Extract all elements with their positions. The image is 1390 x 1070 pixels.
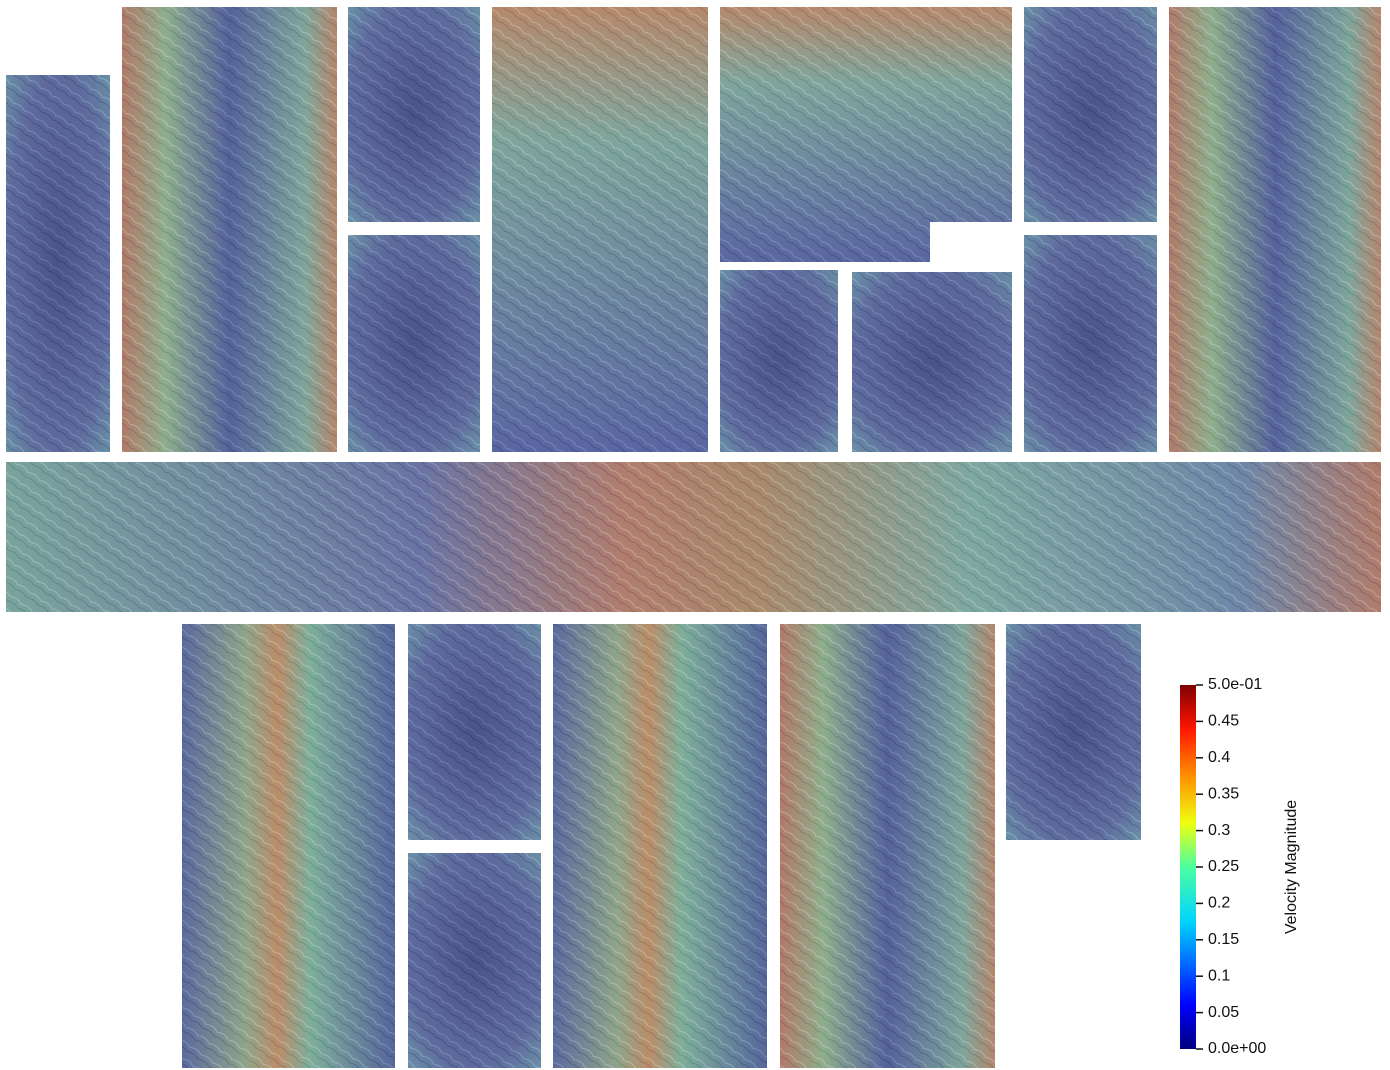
flow-visualization: Velocity Magnitude 5.0e-01 0.45 0.4 0.35 0.3…	[0, 0, 1390, 1070]
colorbar: Velocity Magnitude 5.0e-01 0.45 0.4 0.35 0.3…	[1180, 676, 1300, 1057]
colorbar-tick-label: 0.4	[1208, 749, 1230, 766]
streamline-texture	[6, 7, 1381, 1068]
colorbar-tick-label: 0.45	[1208, 713, 1239, 730]
colorbar-tick-label: 0.3	[1208, 822, 1230, 839]
colorbar-tick-label: 0.15	[1208, 931, 1239, 948]
texture	[6, 7, 1381, 1068]
colorbar-tick-label: 0.1	[1208, 967, 1230, 984]
colorbar-title: Velocity Magnitude	[1283, 800, 1300, 934]
colorbar-tick-label: 5.0e-01	[1208, 676, 1262, 693]
colorbar-tick-label: 0.0e+00	[1208, 1040, 1266, 1057]
colorbar-tick-label: 0.35	[1208, 785, 1239, 802]
colorbar-gradient	[1180, 685, 1196, 1049]
colorbar-tick-label: 0.05	[1208, 1004, 1239, 1021]
colorbar-tick-label: 0.25	[1208, 858, 1239, 875]
colorbar-tick-label: 0.2	[1208, 895, 1230, 912]
